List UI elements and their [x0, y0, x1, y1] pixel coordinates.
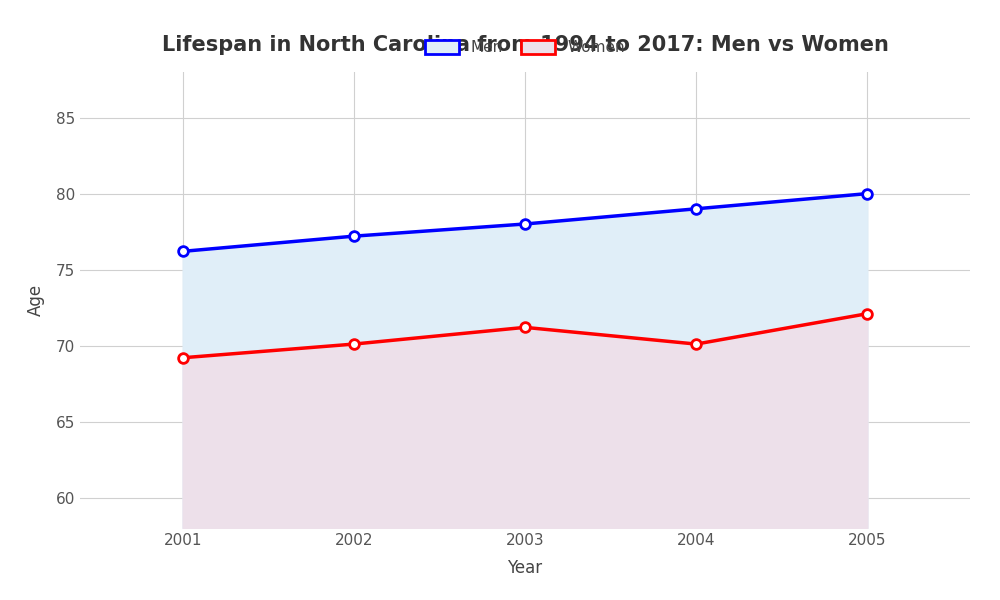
Legend: Men, Women: Men, Women [419, 34, 631, 61]
Title: Lifespan in North Carolina from 1994 to 2017: Men vs Women: Lifespan in North Carolina from 1994 to … [162, 35, 888, 55]
X-axis label: Year: Year [507, 559, 543, 577]
Y-axis label: Age: Age [27, 284, 45, 316]
